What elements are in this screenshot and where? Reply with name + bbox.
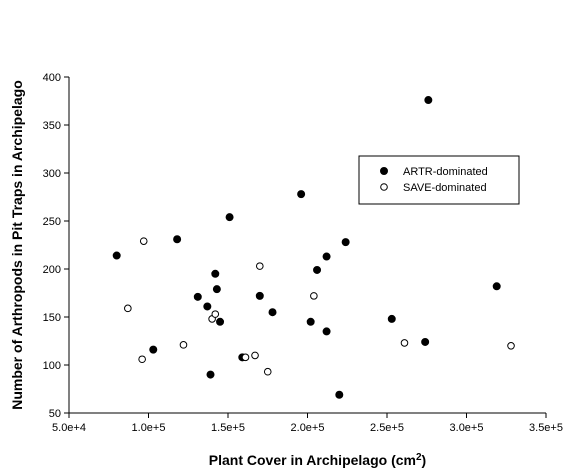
artr-data-point (225, 213, 234, 222)
artr-data-point (173, 235, 182, 244)
save-data-point (179, 341, 188, 349)
artr-data-point (255, 291, 264, 300)
artr-data-point (268, 308, 277, 317)
save-data-point (124, 304, 132, 313)
save-data-point (263, 367, 272, 376)
save-data-point (310, 292, 318, 300)
x-axis-title-superscript: 2 (416, 452, 422, 463)
artr-data-point (335, 390, 344, 399)
artr-data-point (203, 302, 212, 311)
save-data-point (211, 310, 220, 318)
y-tick-label: 400 (43, 72, 61, 84)
data-points (112, 96, 515, 399)
save-data-point (400, 339, 409, 347)
artr-data-point (193, 292, 202, 301)
y-tick-label: 100 (43, 360, 61, 372)
x-axis-title-main: Plant Cover in Archipelago (cm (209, 452, 416, 468)
y-tick-label: 150 (43, 312, 61, 324)
x-tick-label: 1.5e+5 (211, 422, 245, 434)
save-data-point (256, 262, 264, 270)
legend: ARTR-dominated SAVE-dominated (358, 155, 520, 205)
artr-data-point (112, 251, 121, 260)
artr-data-point (322, 252, 331, 261)
y-tick-label: 200 (43, 264, 61, 276)
axes: 5.0e+4 1.0e+5 1.5e+5 2.0e+5 2.5e+5 3.0e+5 3.5e… (43, 72, 563, 434)
x-tick-label: 1.0e+5 (132, 422, 166, 434)
artr-data-point (212, 285, 221, 294)
x-tick-label: 3.5e+5 (529, 422, 563, 434)
x-axis-title: Plant Cover in Archipelago (cm2) (209, 452, 426, 469)
y-tick-label: 50 (49, 408, 61, 420)
x-axis-title-suffix: ) (422, 452, 427, 468)
artr-data-point (341, 238, 350, 247)
artr-data-point (297, 190, 306, 199)
save-data-point (241, 353, 250, 362)
artr-data-point (216, 317, 225, 326)
legend-label: ARTR-dominated (403, 166, 488, 178)
x-tick-label: 5.0e+4 (52, 422, 86, 434)
save-data-point (138, 355, 146, 364)
artr-data-point (306, 317, 315, 326)
save-data-point (507, 342, 515, 350)
legend-marker-artr (380, 167, 388, 175)
artr-data-point (421, 337, 430, 346)
y-tick-label: 350 (43, 120, 61, 132)
save-data-point (139, 237, 148, 245)
legend-box (358, 155, 520, 205)
x-tick-label: 2.5e+5 (370, 422, 404, 434)
legend-marker-save (380, 183, 388, 191)
artr-data-point (206, 370, 215, 379)
x-tick-label: 3.0e+5 (450, 422, 484, 434)
save-data-point (251, 351, 259, 360)
x-tick-label: 2.0e+5 (291, 422, 325, 434)
artr-data-point (211, 269, 220, 278)
artr-data-point (149, 345, 158, 354)
artr-data-point (322, 327, 331, 336)
y-tick-label: 300 (43, 168, 61, 180)
artr-data-point (313, 265, 322, 274)
artr-data-point (492, 282, 501, 291)
artr-data-point (387, 314, 396, 323)
artr-data-point (424, 96, 433, 105)
y-tick-label: 250 (43, 216, 61, 228)
y-axis-title: Number of Arthropods in Pit Traps in Arc… (9, 80, 25, 410)
legend-label: SAVE-dominated (403, 182, 487, 194)
